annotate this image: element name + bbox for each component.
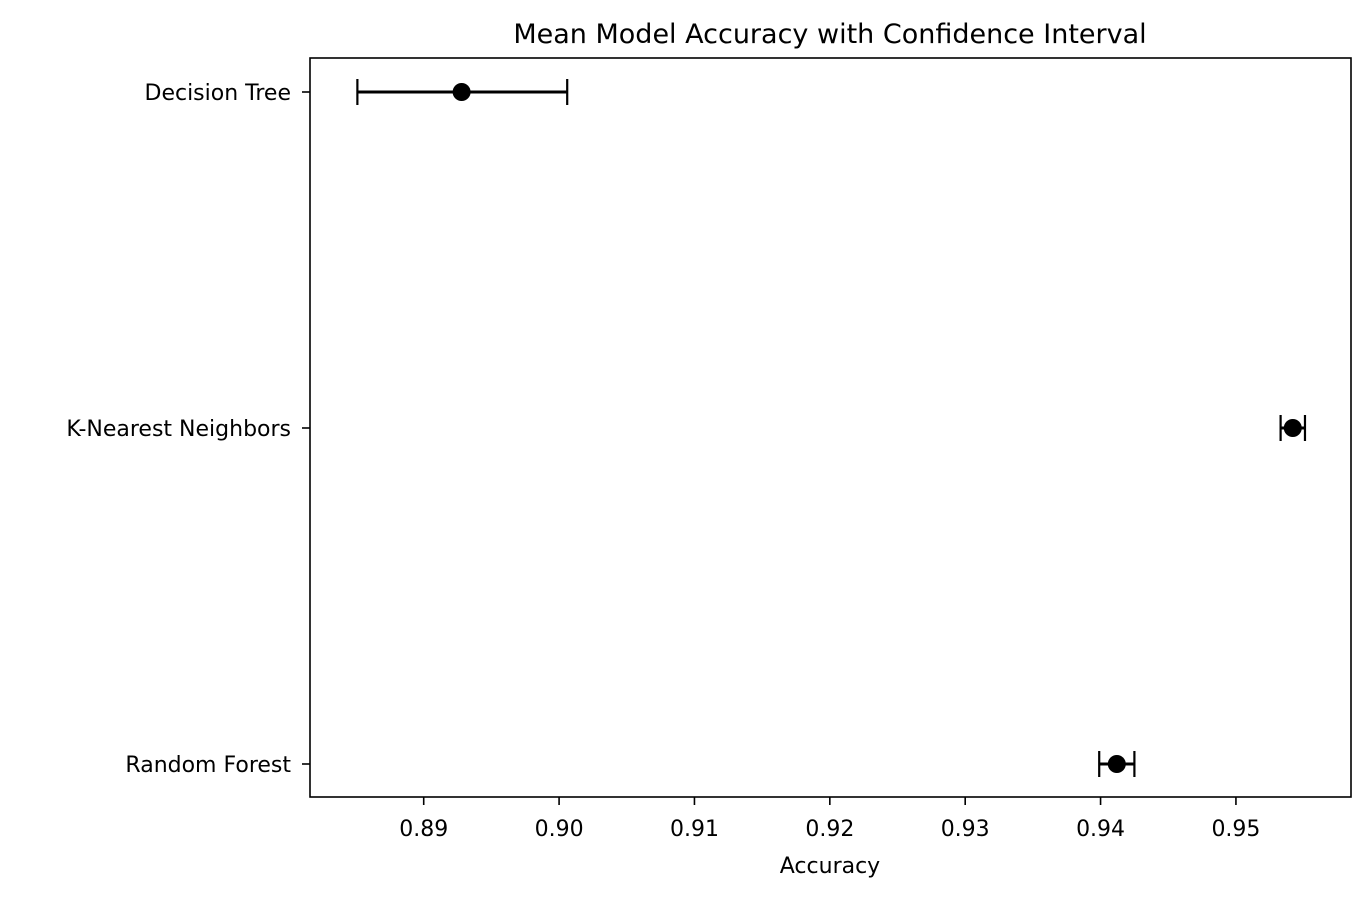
- mean-point: [452, 83, 471, 101]
- mean-point: [1107, 755, 1126, 773]
- y-tick-label: Decision Tree: [145, 81, 292, 106]
- plot-area-frame: [309, 57, 1352, 798]
- x-tick-label: 0.94: [1076, 817, 1125, 842]
- x-tick-label: 0.89: [399, 817, 448, 842]
- x-tick-label: 0.91: [670, 817, 719, 842]
- x-tick-label: 0.93: [941, 817, 990, 842]
- mean-point: [1283, 419, 1302, 437]
- x-axis-ticks: 0.89 0.90 0.91 0.92 0.93 0.94 0.95: [399, 797, 1260, 842]
- y-tick-label: K-Nearest Neighbors: [66, 417, 291, 442]
- chart-title: Mean Model Accuracy with Confidence Inte…: [513, 19, 1146, 50]
- x-tick-label: 0.92: [805, 817, 854, 842]
- y-tick-label: Random Forest: [125, 753, 291, 778]
- y-axis-ticks: Decision Tree K-Nearest Neighbors Random F…: [66, 81, 310, 778]
- x-tick-label: 0.90: [535, 817, 584, 842]
- x-axis-title: Accuracy: [780, 854, 880, 879]
- data-marks: [356, 79, 1307, 777]
- x-tick-label: 0.95: [1211, 817, 1260, 842]
